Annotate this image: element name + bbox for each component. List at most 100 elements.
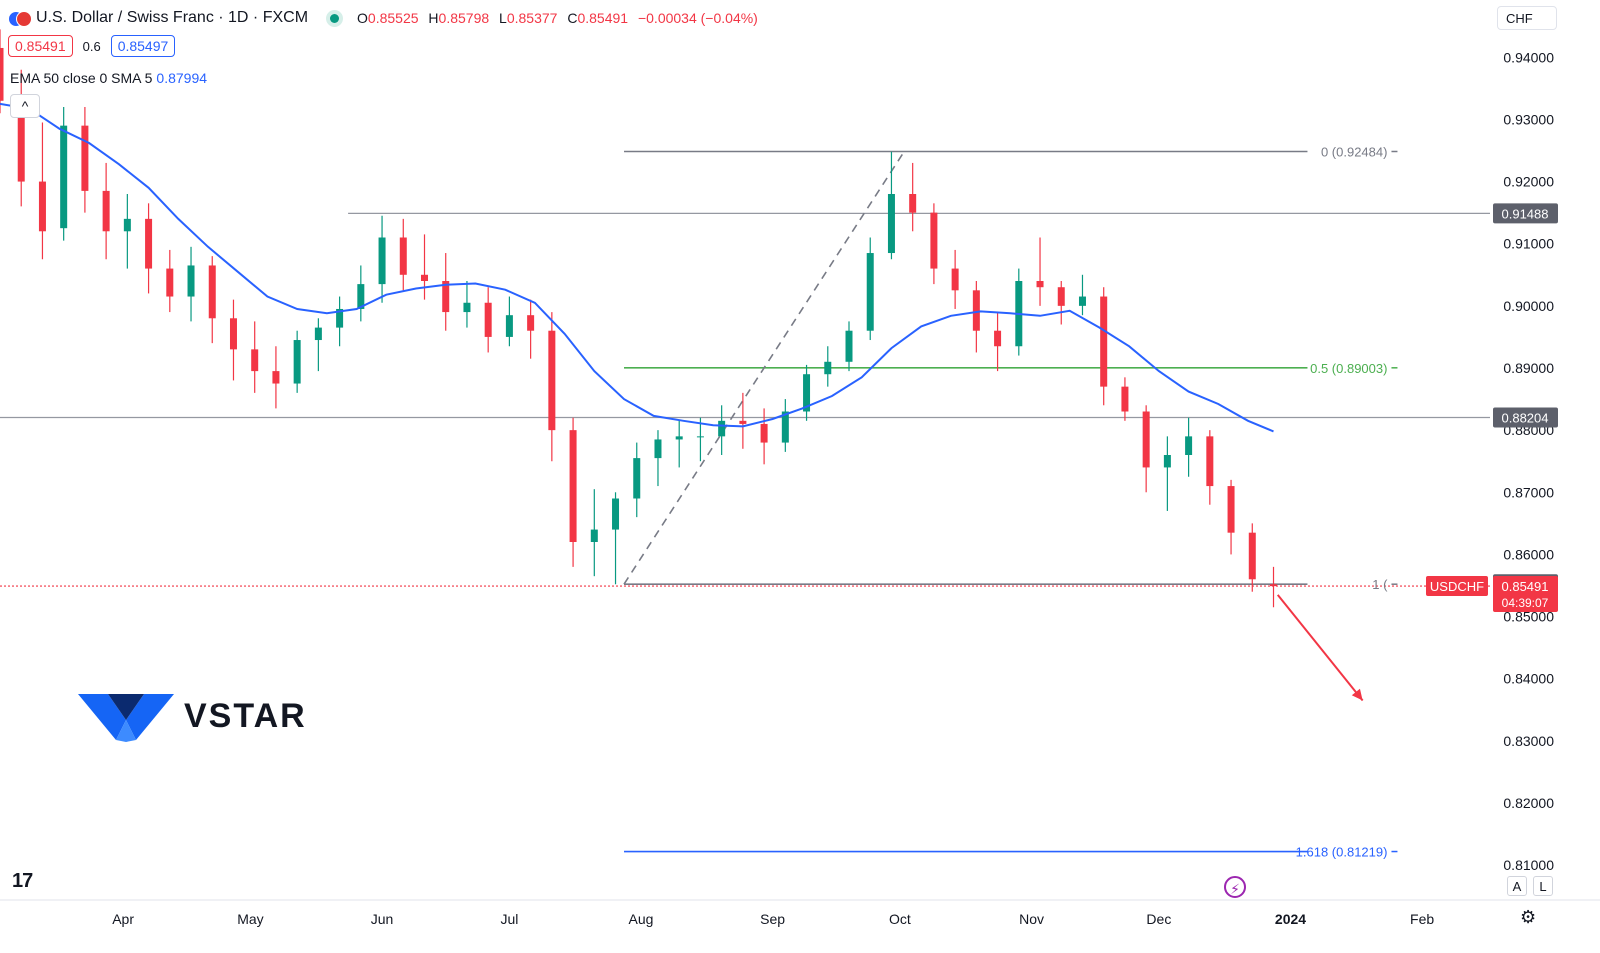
candle-body xyxy=(824,361,832,375)
fib-level-label: 1.618 (0.81219) xyxy=(1296,845,1388,860)
candle-body xyxy=(1078,296,1086,306)
candle-body xyxy=(1036,281,1044,288)
high-value: 0.85798 xyxy=(438,10,490,26)
projection-arrow-head xyxy=(1351,688,1363,701)
x-tick-label: May xyxy=(237,911,263,927)
auto-scale-button[interactable]: A xyxy=(1507,876,1527,896)
candle-body xyxy=(760,423,768,443)
symbol-title[interactable]: U.S. Dollar / Swiss Franc · 1D · FXCM xyxy=(36,9,309,26)
candle-body xyxy=(1206,436,1214,487)
indicator-legend[interactable]: EMA 50 close 0 SMA 5 0.87994 xyxy=(10,70,207,86)
candle-body xyxy=(463,302,471,313)
candle-body xyxy=(123,218,131,232)
x-tick-label: Apr xyxy=(112,911,134,927)
countdown-label: 04:39:07 xyxy=(1502,596,1549,610)
y-tick-label: 0.84000 xyxy=(1503,671,1554,687)
candle-body xyxy=(378,237,386,285)
x-tick-label: Sep xyxy=(760,911,785,927)
candle-body xyxy=(505,315,513,337)
y-tick-label: 0.83000 xyxy=(1503,733,1554,749)
y-tick-label: 0.92000 xyxy=(1503,174,1554,190)
usd-chf-flag-icon xyxy=(8,9,32,27)
candle-body xyxy=(102,190,110,232)
candle-body xyxy=(696,436,704,438)
fib-level-label: 0 (0.92484) xyxy=(1321,144,1388,159)
y-tick-label: 0.87000 xyxy=(1503,484,1554,500)
candle-body xyxy=(972,290,980,331)
candle-body xyxy=(675,436,683,440)
high-label: H xyxy=(428,10,439,26)
candle-body xyxy=(17,100,25,182)
gear-icon[interactable]: ⚙ xyxy=(1520,907,1537,927)
fib-level-label: 1 ( xyxy=(1372,577,1388,592)
candle-body xyxy=(951,268,959,291)
candle-body xyxy=(272,371,280,384)
log-scale-button[interactable]: L xyxy=(1533,876,1553,896)
indicator-label: EMA 50 close 0 SMA 5 xyxy=(10,70,153,86)
candle-body xyxy=(1057,287,1065,306)
candle-body xyxy=(569,430,577,542)
candle-body xyxy=(314,327,322,341)
x-tick-label: Aug xyxy=(629,911,654,927)
indicator-value: 0.87994 xyxy=(156,70,208,86)
x-tick-label: Jul xyxy=(500,911,518,927)
candle-body xyxy=(60,125,68,229)
candle-body xyxy=(442,281,450,313)
y-tick-label: 0.81000 xyxy=(1503,857,1554,873)
candle-body xyxy=(208,265,216,319)
y-tick-label: 0.94000 xyxy=(1503,49,1554,65)
candle-body xyxy=(0,47,4,101)
projection-arrow xyxy=(1276,594,1364,702)
sell-button[interactable]: 0.85491 xyxy=(8,35,73,57)
candle-body xyxy=(803,374,811,412)
open-value: 0.85525 xyxy=(367,10,419,26)
x-tick-label: Jun xyxy=(371,911,394,927)
candle-body xyxy=(1142,411,1150,468)
y-tick-label: 0.89000 xyxy=(1503,360,1554,376)
candle-body xyxy=(633,458,641,499)
price-label: 0.91488 xyxy=(1502,206,1549,221)
vstar-logo-icon xyxy=(78,694,174,742)
lightning-icon[interactable]: ⚡ xyxy=(1224,876,1246,898)
candle-body xyxy=(590,529,598,542)
candle-body xyxy=(887,194,895,254)
collapse-legend-button[interactable]: ^ xyxy=(10,94,40,118)
candle-body xyxy=(145,218,153,269)
x-tick-label: 2024 xyxy=(1275,911,1306,927)
low-label: L xyxy=(499,10,507,26)
candle-body xyxy=(866,253,874,331)
candle-body xyxy=(357,284,365,309)
candle-body xyxy=(421,274,429,281)
close-value: 0.85491 xyxy=(577,10,629,26)
currency-selector[interactable]: CHF xyxy=(1497,6,1557,30)
candle-body xyxy=(781,411,789,443)
candle-body xyxy=(336,308,344,328)
x-tick-label: Dec xyxy=(1146,911,1171,927)
candle-body xyxy=(1121,386,1129,412)
low-value: 0.85377 xyxy=(506,10,558,26)
candle-body xyxy=(930,212,938,269)
candle-body xyxy=(527,315,535,331)
x-tick-label: Feb xyxy=(1410,911,1434,927)
price-label-bg xyxy=(1493,576,1558,613)
candle-body xyxy=(1185,436,1193,455)
fib-trend-line xyxy=(623,151,905,585)
price-label: 0.85491 xyxy=(1502,579,1549,594)
symbol-tag-bg xyxy=(1426,576,1488,597)
fib-level-label: 0.5 (0.89003) xyxy=(1310,361,1387,376)
ema-line xyxy=(0,102,1274,433)
candle-body xyxy=(229,318,237,350)
tradingview-logo-icon[interactable]: 17 xyxy=(12,870,33,892)
candle-body xyxy=(994,330,1002,347)
y-tick-label: 0.91000 xyxy=(1503,236,1554,252)
candle-body xyxy=(1270,584,1278,587)
candle-body xyxy=(166,268,174,297)
change-value: −0.00034 (−0.04%) xyxy=(637,10,758,26)
y-tick-label: 0.86000 xyxy=(1503,546,1554,562)
price-label-bg xyxy=(1493,203,1558,224)
buy-button[interactable]: 0.85497 xyxy=(110,35,176,57)
candle-body xyxy=(612,498,620,530)
candle-body xyxy=(399,237,407,275)
candle-body xyxy=(845,330,853,362)
